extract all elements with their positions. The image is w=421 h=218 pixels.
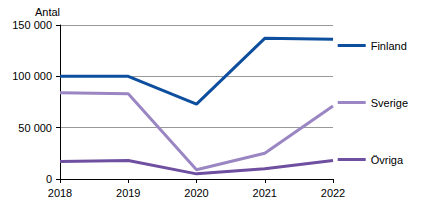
- svg-text:100 000: 100 000: [12, 70, 52, 82]
- svg-text:Antal: Antal: [35, 6, 60, 18]
- svg-text:2022: 2022: [321, 187, 345, 199]
- svg-text:2021: 2021: [253, 187, 277, 199]
- svg-text:50 000: 50 000: [18, 122, 52, 134]
- svg-text:Övriga: Övriga: [371, 154, 404, 166]
- svg-text:0: 0: [46, 173, 52, 185]
- svg-text:Finland: Finland: [371, 40, 407, 52]
- svg-text:2019: 2019: [116, 187, 140, 199]
- svg-text:Sverige: Sverige: [371, 97, 408, 109]
- svg-text:2020: 2020: [184, 187, 208, 199]
- svg-text:150 000: 150 000: [12, 19, 52, 31]
- svg-text:2018: 2018: [48, 187, 72, 199]
